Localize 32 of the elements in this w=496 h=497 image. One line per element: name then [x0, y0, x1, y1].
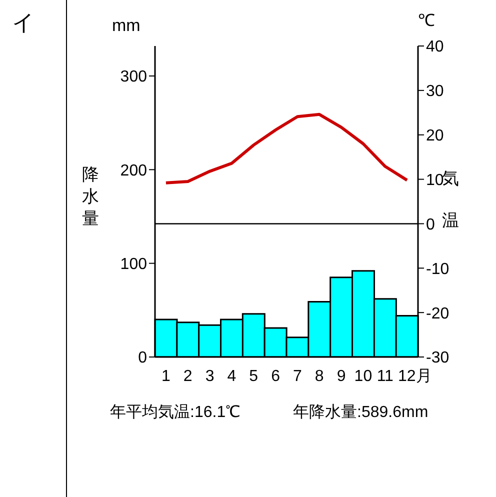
y2-tick-label: -30 — [426, 350, 450, 367]
y-tick-label: 300 — [120, 68, 148, 86]
y-tick-label: 200 — [120, 162, 148, 180]
x-tick-label: 12月 — [398, 368, 432, 385]
x-tick-label: 2 — [183, 368, 192, 385]
y-axis-title: 降水量 — [82, 165, 99, 228]
x-tick-label: 9 — [336, 368, 346, 385]
text: 年平均気温:16.1℃ — [110, 403, 241, 423]
text: ℃ — [418, 10, 435, 31]
line-series — [164, 112, 409, 184]
x-tick-label: 6 — [271, 368, 280, 385]
x-tick-label: 10 — [354, 368, 372, 385]
y-tick-label: 100 — [120, 256, 148, 274]
x-tick-label: 7 — [293, 368, 302, 385]
x-tick-label: 1 — [162, 368, 171, 385]
x-tick-label: 11 — [376, 368, 394, 385]
x-tick-label: 8 — [314, 368, 324, 385]
y2-tick-label: -10 — [426, 260, 450, 278]
y2-tick-label: 40 — [426, 38, 444, 56]
text: 気温 — [442, 169, 459, 230]
text: イ — [12, 9, 35, 37]
y2-tick-label: -20 — [426, 305, 450, 322]
x-tick-label: 3 — [205, 368, 214, 385]
x-tick-label: 4 — [227, 368, 236, 385]
y2-tick-label: 0 — [426, 216, 435, 234]
y2-tick-label: 20 — [426, 128, 444, 145]
text: mm — [112, 16, 140, 36]
y2-tick-label: 30 — [426, 83, 444, 100]
text: 年降水量:589.6mm — [293, 402, 428, 423]
x-tick-label: 5 — [249, 368, 258, 385]
y2-tick-label: 10 — [426, 172, 444, 189]
y-tick-label: 0 — [138, 350, 148, 367]
